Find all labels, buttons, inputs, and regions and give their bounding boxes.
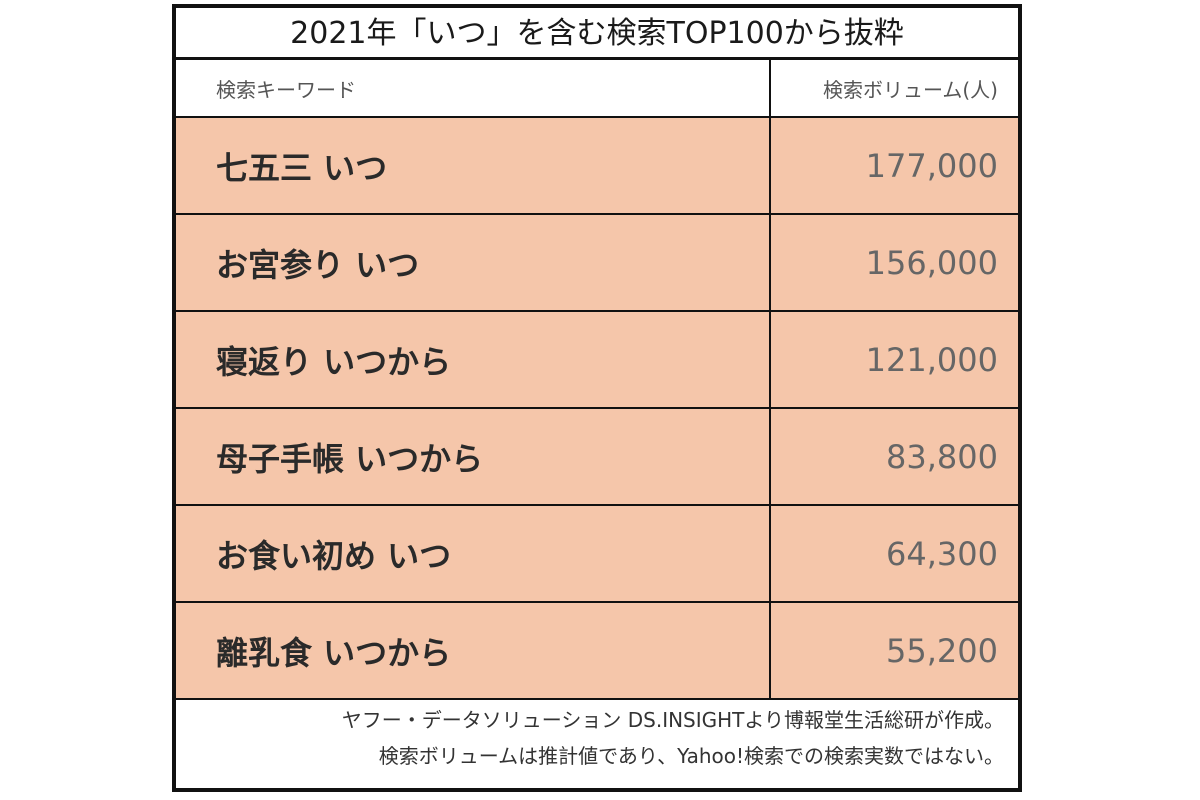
table-row: お宮参り いつ 156,000	[176, 215, 1018, 312]
table-title: 2021年「いつ」を含む検索TOP100から抜粋	[176, 8, 1018, 60]
footnote-disclaimer: 検索ボリュームは推計値であり、Yahoo!検索での検索実数ではない。	[378, 744, 1004, 768]
table-row: 離乳食 いつから 55,200	[176, 603, 1018, 700]
keyword-cell: 母子手帳 いつから	[176, 409, 771, 504]
volume-cell: 177,000	[865, 146, 998, 185]
keyword-cell: 寝返り いつから	[176, 312, 771, 407]
table-header-row: 検索キーワード 検索ボリューム(人)	[176, 60, 1018, 118]
footnote-source: ヤフー・データソリューション DS.INSIGHTより博報堂生活総研が作成。	[341, 708, 1004, 732]
volume-cell: 55,200	[886, 631, 998, 670]
column-header-volume: 検索ボリューム(人)	[822, 77, 998, 102]
keyword-cell: お宮参り いつ	[176, 215, 771, 310]
table-row: 寝返り いつから 121,000	[176, 312, 1018, 409]
data-table: 検索キーワード 検索ボリューム(人) 七五三 いつ 177,000 お宮参り い…	[176, 60, 1018, 700]
volume-cell: 83,800	[886, 437, 998, 476]
table-frame: 2021年「いつ」を含む検索TOP100から抜粋 検索キーワード 検索ボリューム…	[172, 4, 1022, 792]
table-row: お食い初め いつ 64,300	[176, 506, 1018, 603]
table-row: 母子手帳 いつから 83,800	[176, 409, 1018, 506]
volume-cell: 64,300	[886, 534, 998, 573]
keyword-cell: 七五三 いつ	[176, 118, 771, 213]
column-header-keyword: 検索キーワード	[176, 60, 771, 116]
volume-cell: 121,000	[865, 340, 998, 379]
volume-cell: 156,000	[865, 243, 998, 282]
footnote: ヤフー・データソリューション DS.INSIGHTより博報堂生活総研が作成。 検…	[176, 702, 1018, 774]
keyword-cell: 離乳食 いつから	[176, 603, 771, 698]
table-row: 七五三 いつ 177,000	[176, 118, 1018, 215]
keyword-cell: お食い初め いつ	[176, 506, 771, 601]
